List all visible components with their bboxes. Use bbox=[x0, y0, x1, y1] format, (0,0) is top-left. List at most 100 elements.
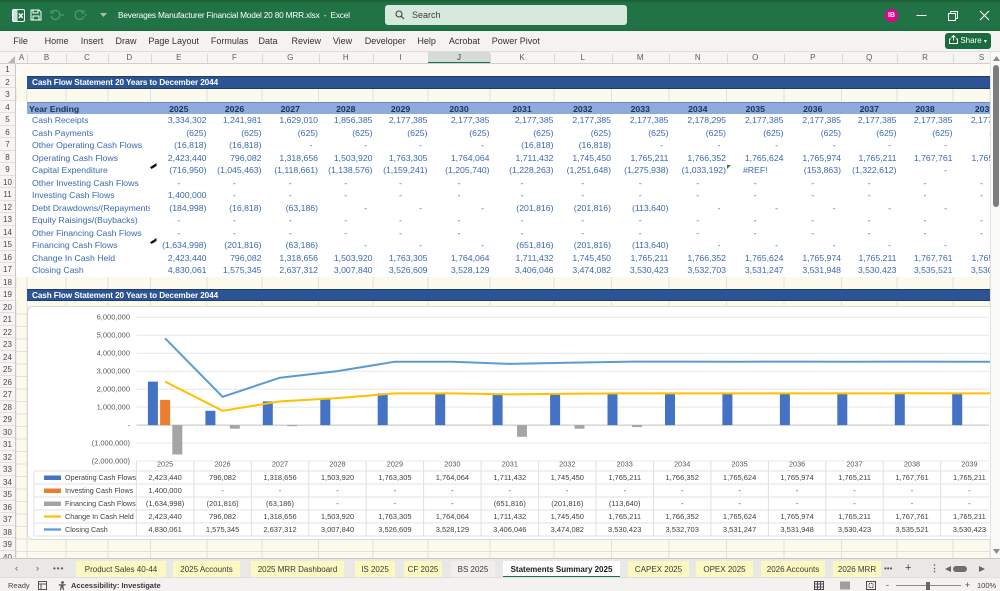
svg-text:796,082: 796,082 bbox=[209, 473, 236, 482]
svg-text:1,000,000: 1,000,000 bbox=[96, 402, 129, 411]
svg-text:3,000,000: 3,000,000 bbox=[96, 366, 129, 375]
svg-text:-: - bbox=[738, 499, 741, 508]
svg-text:3,406,046: 3,406,046 bbox=[493, 525, 526, 534]
svg-text:Financing Cash Flows: Financing Cash Flows bbox=[65, 499, 136, 508]
svg-text:2032: 2032 bbox=[559, 459, 575, 468]
svg-text:(2,000,000): (2,000,000) bbox=[91, 456, 130, 465]
svg-text:1,764,064: 1,764,064 bbox=[435, 473, 468, 482]
svg-text:2025: 2025 bbox=[156, 459, 172, 468]
svg-text:-: - bbox=[566, 486, 569, 495]
svg-text:1,503,920: 1,503,920 bbox=[320, 512, 353, 521]
svg-text:1,765,974: 1,765,974 bbox=[780, 473, 813, 482]
svg-text:-: - bbox=[910, 499, 913, 508]
svg-text:2026: 2026 bbox=[214, 459, 230, 468]
svg-text:1,765,624: 1,765,624 bbox=[722, 512, 755, 521]
svg-text:-: - bbox=[336, 499, 339, 508]
svg-text:1,503,920: 1,503,920 bbox=[320, 473, 353, 482]
svg-text:3,531,247: 3,531,247 bbox=[722, 525, 755, 534]
svg-text:1,765,624: 1,765,624 bbox=[722, 473, 755, 482]
svg-text:2028: 2028 bbox=[329, 459, 345, 468]
svg-text:(201,816): (201,816) bbox=[551, 499, 584, 508]
svg-text:-: - bbox=[910, 486, 913, 495]
svg-text:1,767,761: 1,767,761 bbox=[895, 512, 928, 521]
svg-text:-: - bbox=[795, 499, 798, 508]
svg-text:-: - bbox=[451, 486, 454, 495]
svg-text:-: - bbox=[127, 420, 130, 429]
svg-text:1,711,432: 1,711,432 bbox=[493, 512, 526, 521]
svg-text:1,763,305: 1,763,305 bbox=[378, 473, 411, 482]
svg-text:4,830,061: 4,830,061 bbox=[148, 525, 181, 534]
svg-text:2027: 2027 bbox=[271, 459, 287, 468]
svg-text:-: - bbox=[393, 486, 396, 495]
svg-text:3,532,703: 3,532,703 bbox=[665, 525, 698, 534]
svg-text:-: - bbox=[278, 486, 281, 495]
svg-text:3,530,423: 3,530,423 bbox=[837, 525, 870, 534]
svg-text:1,765,211: 1,765,211 bbox=[608, 512, 641, 521]
svg-text:6,000,000: 6,000,000 bbox=[96, 312, 129, 321]
svg-text:1,765,211: 1,765,211 bbox=[608, 473, 641, 482]
svg-text:2036: 2036 bbox=[788, 459, 804, 468]
svg-text:1,400,000: 1,400,000 bbox=[148, 486, 181, 495]
svg-text:1,765,211: 1,765,211 bbox=[952, 512, 985, 521]
svg-text:Change In Cash Held: Change In Cash Held bbox=[65, 512, 134, 521]
svg-text:Operating Cash Flows: Operating Cash Flows bbox=[65, 473, 137, 482]
svg-text:1,763,305: 1,763,305 bbox=[378, 512, 411, 521]
svg-text:1,764,064: 1,764,064 bbox=[435, 512, 468, 521]
svg-text:2029: 2029 bbox=[386, 459, 402, 468]
svg-text:4,000,000: 4,000,000 bbox=[96, 348, 129, 357]
svg-text:-: - bbox=[795, 486, 798, 495]
svg-text:-: - bbox=[221, 486, 224, 495]
svg-text:3,474,082: 3,474,082 bbox=[550, 525, 583, 534]
svg-text:3,528,129: 3,528,129 bbox=[435, 525, 468, 534]
svg-text:1,765,211: 1,765,211 bbox=[952, 473, 985, 482]
svg-text:(651,816): (651,816) bbox=[493, 499, 526, 508]
svg-text:(1,634,998): (1,634,998) bbox=[145, 499, 184, 508]
svg-text:3,007,840: 3,007,840 bbox=[320, 525, 353, 534]
svg-text:2,637,312: 2,637,312 bbox=[263, 525, 296, 534]
svg-text:2,423,440: 2,423,440 bbox=[148, 473, 181, 482]
svg-text:3,530,423: 3,530,423 bbox=[608, 525, 641, 534]
svg-text:3,526,609: 3,526,609 bbox=[378, 525, 411, 534]
svg-text:-: - bbox=[393, 499, 396, 508]
svg-text:2035: 2035 bbox=[731, 459, 747, 468]
svg-text:1,765,974: 1,765,974 bbox=[780, 512, 813, 521]
svg-text:1,766,352: 1,766,352 bbox=[665, 473, 698, 482]
svg-text:3,531,948: 3,531,948 bbox=[780, 525, 813, 534]
svg-text:Closing Cash: Closing Cash bbox=[65, 525, 108, 534]
svg-text:1,765,211: 1,765,211 bbox=[838, 512, 871, 521]
svg-text:1,745,450: 1,745,450 bbox=[550, 473, 583, 482]
svg-text:2034: 2034 bbox=[674, 459, 690, 468]
svg-text:-: - bbox=[853, 499, 856, 508]
svg-text:-: - bbox=[623, 486, 626, 495]
svg-text:-: - bbox=[451, 499, 454, 508]
svg-text:3,530,423: 3,530,423 bbox=[952, 525, 985, 534]
svg-text:-: - bbox=[968, 486, 971, 495]
svg-text:1,745,450: 1,745,450 bbox=[550, 512, 583, 521]
svg-text:2037: 2037 bbox=[846, 459, 862, 468]
svg-text:2031: 2031 bbox=[501, 459, 517, 468]
svg-text:1,766,352: 1,766,352 bbox=[665, 512, 698, 521]
svg-text:Investing Cash Flows: Investing Cash Flows bbox=[65, 486, 134, 495]
svg-text:(201,816): (201,816) bbox=[206, 499, 239, 508]
svg-text:(113,640): (113,640) bbox=[608, 499, 640, 508]
svg-text:-: - bbox=[508, 486, 511, 495]
svg-text:2038: 2038 bbox=[903, 459, 919, 468]
svg-text:2039: 2039 bbox=[961, 459, 977, 468]
svg-text:2,000,000: 2,000,000 bbox=[96, 384, 129, 393]
svg-text:-: - bbox=[336, 486, 339, 495]
svg-text:2033: 2033 bbox=[616, 459, 632, 468]
svg-text:1,318,656: 1,318,656 bbox=[263, 473, 296, 482]
svg-text:1,767,761: 1,767,761 bbox=[895, 473, 928, 482]
svg-text:1,711,432: 1,711,432 bbox=[493, 473, 526, 482]
svg-text:1,575,345: 1,575,345 bbox=[205, 525, 238, 534]
svg-text:-: - bbox=[680, 486, 683, 495]
svg-text:5,000,000: 5,000,000 bbox=[96, 330, 129, 339]
svg-text:1,765,211: 1,765,211 bbox=[838, 473, 871, 482]
svg-text:2,423,440: 2,423,440 bbox=[148, 512, 181, 521]
svg-text:3,535,521: 3,535,521 bbox=[895, 525, 928, 534]
svg-text:2030: 2030 bbox=[444, 459, 460, 468]
svg-text:(1,000,000): (1,000,000) bbox=[91, 438, 130, 447]
svg-text:-: - bbox=[853, 486, 856, 495]
svg-text:-: - bbox=[738, 486, 741, 495]
svg-text:796,082: 796,082 bbox=[209, 512, 236, 521]
